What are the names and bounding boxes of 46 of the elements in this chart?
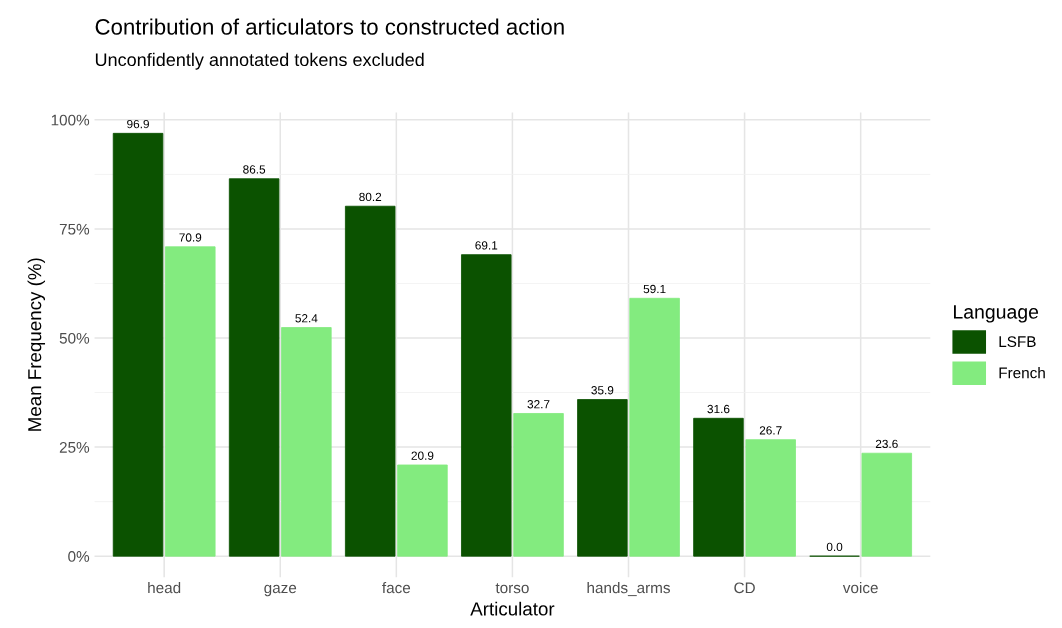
- legend-label: LSFB: [999, 336, 1036, 348]
- data-label: 52.4: [295, 314, 318, 323]
- x-axis-title: Articulator: [470, 601, 555, 616]
- bar: [112, 132, 164, 557]
- y-tick-label: 50%: [59, 332, 90, 344]
- y-tick-label: 0%: [68, 551, 90, 562]
- x-tick-label: gaze: [264, 584, 297, 597]
- bar: [745, 439, 796, 557]
- y-tick-label: 25%: [59, 441, 90, 453]
- y-tick-label: 75%: [59, 223, 90, 235]
- bar: [344, 205, 396, 557]
- chart-title: Contribution of articulators to constructed action: [95, 18, 564, 35]
- bar: [513, 413, 564, 557]
- data-label: 0.0: [826, 542, 843, 552]
- x-tick-label: head: [148, 581, 181, 594]
- data-label: 31.6: [707, 404, 730, 414]
- data-label: 70.9: [179, 233, 202, 242]
- x-tick-label: face: [382, 582, 411, 594]
- bar: [397, 464, 448, 557]
- data-label: 32.7: [527, 400, 550, 409]
- data-label: 69.1: [475, 241, 498, 250]
- x-tick-label: voice: [842, 581, 878, 594]
- bar: [861, 452, 913, 557]
- legend-title: Language: [954, 305, 1039, 323]
- data-label: 26.7: [759, 426, 782, 435]
- data-label: 20.9: [411, 451, 434, 460]
- bar: [228, 178, 280, 557]
- y-tick-label: 100%: [51, 114, 90, 126]
- x-tick-label: torso: [495, 583, 529, 594]
- data-label: 35.9: [591, 386, 614, 395]
- legend-label: French: [999, 367, 1045, 379]
- data-label: 80.2: [359, 192, 382, 202]
- x-tick-label: CD: [734, 582, 755, 594]
- bar: [693, 417, 744, 557]
- bar: [629, 297, 680, 557]
- data-label: 59.1: [643, 284, 666, 294]
- data-label: 86.5: [243, 165, 266, 174]
- bar: [281, 327, 332, 557]
- bar: [165, 246, 216, 557]
- x-tick-label: hands_arms: [587, 581, 670, 597]
- bar: [577, 399, 628, 557]
- data-label: 23.6: [875, 439, 898, 449]
- data-label: 96.9: [127, 119, 149, 129]
- chart-subtitle: Unconfidently annotated tokens excluded: [95, 52, 424, 70]
- y-axis-title: Mean Frequency (%): [27, 258, 46, 431]
- bar: [461, 254, 512, 557]
